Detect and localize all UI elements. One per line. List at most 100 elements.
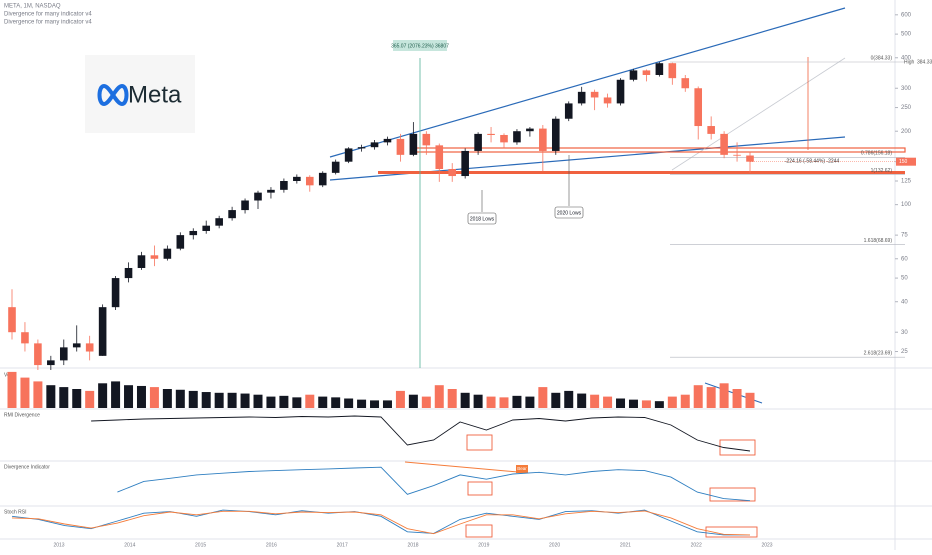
volume-bar — [654, 401, 664, 408]
volume-bar — [447, 389, 457, 408]
measure-label: -224.16 (-58.44%) -2244 — [785, 158, 840, 164]
x-tick-label: 2018 — [407, 542, 418, 548]
candle-body — [616, 79, 625, 104]
candle-body — [228, 210, 236, 219]
pane-title: Vol — [4, 372, 11, 378]
volume-bar — [162, 389, 172, 408]
candle-body — [448, 168, 457, 177]
bear-label: Bear — [517, 466, 527, 471]
x-tick-label: 2021 — [620, 542, 631, 548]
candle-body — [293, 176, 301, 182]
candle-body — [241, 200, 249, 211]
indicator-line — [11, 510, 751, 536]
candle-body — [668, 63, 677, 79]
volume-bar — [551, 392, 561, 408]
volume-bar — [214, 392, 224, 408]
volume-bar — [124, 385, 134, 408]
volume-bar — [745, 392, 755, 408]
last-price-label: 150 — [899, 159, 908, 165]
volume-bar — [175, 389, 185, 408]
volume-bar — [525, 396, 535, 408]
volume-bar — [46, 385, 56, 408]
candle-body — [577, 91, 586, 104]
highlight-box — [709, 487, 756, 502]
y-tick-label: 200 — [901, 129, 912, 135]
volume-bar — [370, 400, 380, 408]
measure-label: 365.07 (2076.23%) 36807 — [391, 43, 449, 49]
x-tick-label: 2023 — [761, 542, 772, 548]
callout-label: 2018 Lows — [470, 216, 495, 222]
volume-bar — [628, 399, 638, 408]
bear-tag — [516, 465, 528, 473]
volume-bar — [667, 396, 677, 408]
x-tick-label: 2017 — [337, 542, 348, 548]
volume-bar — [305, 394, 315, 408]
trend-line — [671, 57, 846, 171]
volume-bar — [344, 398, 354, 408]
volume-bar — [279, 395, 289, 408]
volume-bar — [564, 390, 574, 408]
volume-bar — [603, 396, 613, 408]
volume-bar — [240, 393, 250, 408]
candle-body — [487, 133, 495, 135]
pane-title: Stoch RSI — [4, 509, 27, 515]
y-tick-label: 600 — [901, 12, 912, 18]
candle-body — [733, 154, 741, 156]
candle-body — [629, 70, 638, 80]
y-tick-label: 60 — [901, 256, 908, 262]
volume-bar — [434, 385, 444, 408]
volume-bar — [136, 385, 146, 408]
x-tick-label: 2019 — [478, 542, 489, 548]
volume-bar — [512, 395, 522, 408]
candle-body — [746, 155, 754, 162]
candle-body — [383, 138, 392, 143]
volume-bar — [577, 393, 587, 408]
volume-bar — [680, 394, 690, 408]
candle-body — [357, 147, 366, 149]
candle-body — [280, 181, 288, 190]
candle-body — [318, 172, 327, 186]
candle-body — [202, 225, 211, 231]
candle-body — [694, 88, 703, 127]
volume-bar — [408, 394, 418, 408]
candle-body — [681, 78, 690, 89]
zone — [378, 171, 905, 174]
y-tick-label: 500 — [901, 32, 912, 38]
candle-body — [500, 134, 508, 143]
candle-body — [305, 176, 314, 186]
x-tick-label: 2020 — [549, 542, 560, 548]
candle-body — [655, 63, 664, 75]
candle-body — [435, 145, 444, 169]
volume-bar — [201, 392, 211, 408]
volume-bar — [111, 381, 121, 408]
candle-body — [215, 218, 223, 226]
candle-body — [47, 360, 55, 366]
candle-body — [59, 347, 68, 361]
volume-bar — [266, 396, 276, 408]
candle-body — [176, 235, 185, 249]
candle-body — [590, 91, 599, 98]
volume-bar — [693, 385, 703, 408]
x-tick-label: 2014 — [124, 542, 135, 548]
candle-body — [551, 118, 560, 151]
volume-bar — [98, 383, 108, 408]
x-tick-label: 2013 — [53, 542, 64, 548]
pane-title: RMI Divergence — [4, 412, 40, 418]
volume-bar — [590, 394, 600, 408]
candle-body — [111, 278, 120, 308]
measure-box — [393, 40, 447, 51]
highlight-box — [466, 434, 493, 451]
candle-body — [85, 343, 94, 352]
volume-bar — [732, 389, 742, 408]
volume-bar — [85, 390, 95, 408]
highlight-box — [465, 524, 493, 538]
x-tick-label: 2022 — [691, 542, 702, 548]
candle-body — [150, 255, 159, 259]
volume-bar — [473, 394, 483, 408]
volume-bar — [641, 400, 651, 408]
candle-body — [461, 150, 469, 177]
y-tick-label: 30 — [901, 330, 908, 336]
y-tick-label: 50 — [901, 276, 908, 282]
